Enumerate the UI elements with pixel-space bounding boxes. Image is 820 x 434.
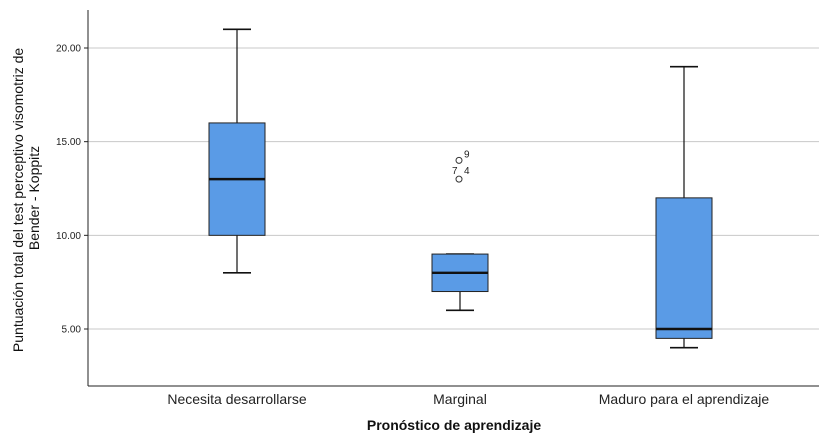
boxes: 97 4 <box>208 28 713 349</box>
y-axis-title-line-1: Puntuación total del test perceptivo vis… <box>10 48 26 352</box>
y-axis-title-line-2: Bender - Koppitz <box>26 146 42 250</box>
box-group <box>655 65 713 349</box>
y-tick-label: 20.00 <box>56 44 81 55</box>
category-labels: Necesita desarrollarse Marginal Maduro par… <box>167 391 769 407</box>
category-label: Necesita desarrollarse <box>167 391 306 407</box>
iqr-box <box>655 197 713 339</box>
y-axis-title: Puntuación total del test perceptivo vis… <box>10 44 42 352</box>
box-group <box>208 28 266 274</box>
outlier-point <box>455 175 463 183</box>
outlier-label: 9 <box>464 149 470 160</box>
outlier-label: 7 <box>452 166 458 177</box>
x-axis-title: Pronóstico de aprendizaje <box>367 417 541 433</box>
box-group: 97 4 <box>431 149 489 312</box>
category-label: Maduro para el aprendizaje <box>599 391 770 407</box>
y-tick-label: 10.00 <box>56 231 81 242</box>
y-tick-label: 15.00 <box>56 137 81 148</box>
y-tick-labels: 5.00 10.00 15.00 20.00 <box>56 44 88 336</box>
y-tick-label: 5.00 <box>62 325 82 336</box>
category-label: Marginal <box>433 391 487 407</box>
outlier-label: 4 <box>464 166 470 177</box>
outlier-point <box>455 156 463 164</box>
